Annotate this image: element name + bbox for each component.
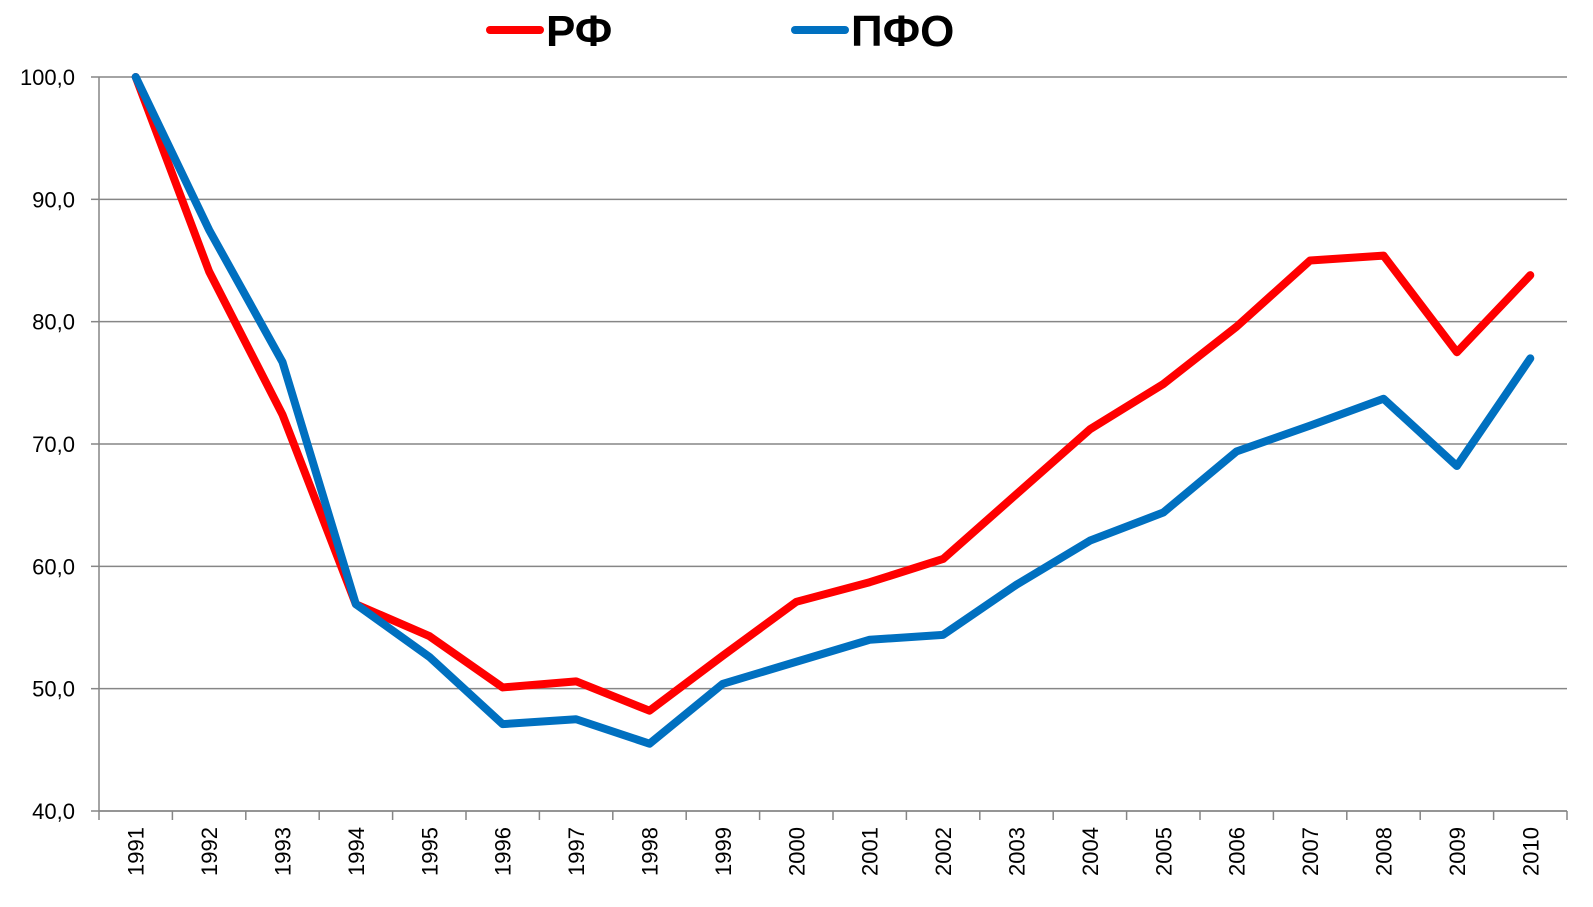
y-tick-label: 100,0 <box>20 65 75 90</box>
y-tick-label: 40,0 <box>32 799 75 824</box>
series-line <box>131 73 1535 715</box>
y-tick-label: 90,0 <box>32 187 75 212</box>
x-tick-label: 1995 <box>417 827 442 876</box>
x-tick-label: 1997 <box>564 827 589 876</box>
x-tick-label: 2004 <box>1078 827 1103 876</box>
y-tick-label: 60,0 <box>32 554 75 579</box>
x-tick-label: 2000 <box>784 827 809 876</box>
legend-label: ПФО <box>851 7 954 56</box>
x-tick-label: 2002 <box>931 827 956 876</box>
x-tick-label: 2009 <box>1445 827 1470 876</box>
y-tick-label: 50,0 <box>32 677 75 702</box>
x-tick-label: 1999 <box>711 827 736 876</box>
x-tick-label: 2008 <box>1372 827 1397 876</box>
y-tick-label: 80,0 <box>32 310 75 335</box>
x-tick-label: 1996 <box>491 827 516 876</box>
x-tick-label: 1994 <box>344 827 369 876</box>
x-tick-label: 1998 <box>638 827 663 876</box>
x-tick-label: 2006 <box>1225 827 1250 876</box>
x-tick-label: 1993 <box>271 827 296 876</box>
x-tick-label: 1991 <box>124 827 149 876</box>
legend-label: РФ <box>546 7 612 56</box>
series-line <box>131 73 1535 748</box>
x-tick-label: 2007 <box>1298 827 1323 876</box>
y-tick-label: 70,0 <box>32 432 75 457</box>
x-tick-label: 2005 <box>1151 827 1176 876</box>
x-tick-label: 2003 <box>1005 827 1030 876</box>
x-tick-label: 1992 <box>197 827 222 876</box>
x-tick-label: 2010 <box>1518 827 1543 876</box>
x-tick-label: 2001 <box>858 827 883 876</box>
